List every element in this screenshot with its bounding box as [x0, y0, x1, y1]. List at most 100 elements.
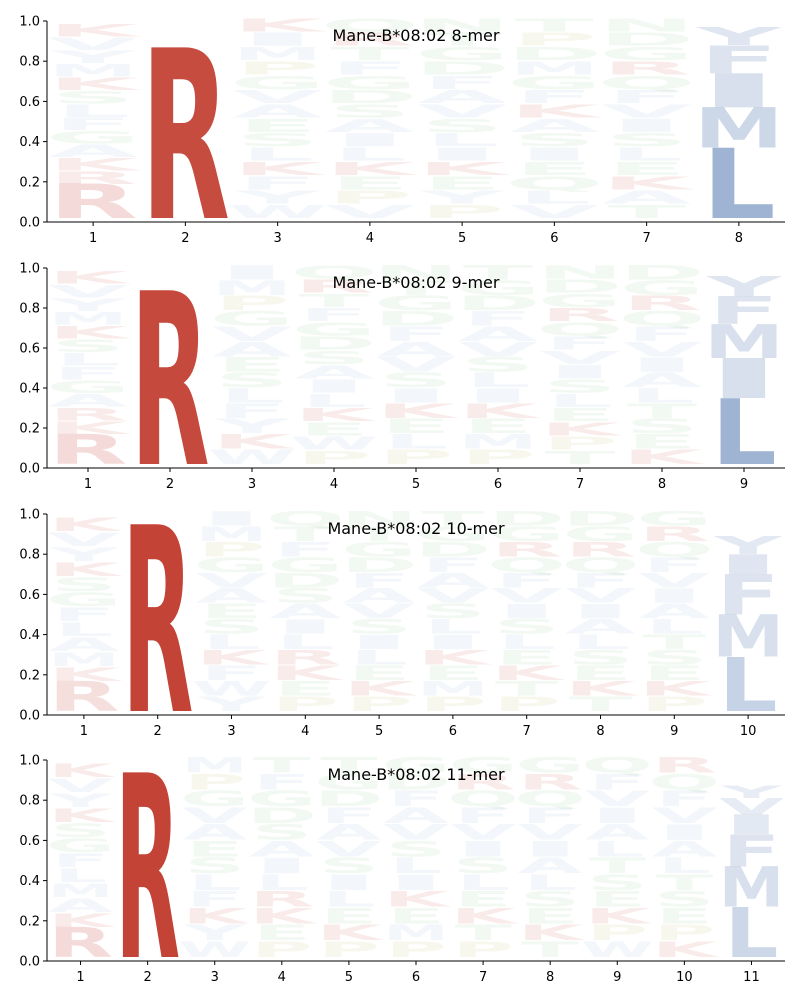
logo-letter-M: M — [712, 604, 784, 671]
logo-letter-G: G — [46, 128, 141, 148]
logo-letter-D: D — [322, 86, 418, 107]
logo-letter-P: P — [493, 693, 561, 716]
x-tick-label: 6 — [412, 970, 420, 985]
logo-letter-K: K — [48, 21, 142, 41]
logo-letter-R: R — [115, 722, 180, 1000]
logo-letter-Y: Y — [49, 543, 120, 565]
logo-letter-K: K — [249, 904, 318, 928]
logo-letter-F: F — [545, 333, 615, 354]
logo-letter-K: K — [509, 101, 603, 122]
logo-letter-E: E — [347, 662, 410, 685]
x-tick-label: 1 — [76, 970, 84, 985]
x-tick-label: 2 — [154, 724, 162, 739]
y-tick-label: 0.8 — [19, 55, 40, 70]
logo-letter-Y: Y — [50, 48, 137, 68]
logo-letter-P: P — [318, 938, 380, 962]
logo-letter-R: R — [48, 404, 127, 424]
logo-letter-W: W — [179, 938, 251, 962]
logo-letter-P: P — [452, 938, 514, 962]
y-tick-label: 1.0 — [19, 15, 40, 30]
logo-letter-D: D — [341, 554, 418, 577]
logo-letter-M: M — [233, 44, 323, 65]
logo-letter-G: G — [267, 554, 343, 577]
y-tick-label: 0.0 — [19, 462, 40, 477]
logo-letter-E: E — [454, 888, 512, 912]
logo-letter-D: D — [506, 43, 602, 64]
logo-letter-R: R — [48, 175, 137, 230]
logo-letter-S: S — [236, 129, 320, 150]
logo-letter-K: K — [622, 446, 705, 468]
logo-letter-I: I — [415, 631, 491, 654]
logo-letter-V: V — [233, 86, 323, 107]
y-tick-label: 0.6 — [19, 342, 40, 357]
logo-letter-L: L — [54, 618, 113, 640]
logo-letter-A: A — [196, 585, 268, 608]
logo-letter-E: E — [495, 647, 558, 670]
logo-letter-F: F — [381, 323, 451, 345]
logo-letter-K: K — [316, 921, 385, 945]
y-tick-label: 0.6 — [19, 95, 40, 110]
logo-letter-L: L — [389, 854, 443, 878]
logo-letter-L: L — [517, 187, 591, 208]
logo-letter-K: K — [458, 400, 541, 422]
x-tick-label: 4 — [330, 477, 338, 492]
logo-letter-E: E — [299, 419, 369, 440]
y-tick-label: 0.4 — [19, 874, 40, 889]
logo-letter-S: S — [51, 336, 125, 356]
logo-letter-G: G — [193, 554, 269, 577]
logo-letter-E: E — [423, 172, 502, 193]
logo-letter-T: T — [381, 277, 452, 299]
logo-letter-F: F — [320, 804, 378, 828]
logo-letter-E: E — [238, 115, 317, 136]
logo-letter-A: A — [458, 323, 539, 345]
logo-letter-I: I — [194, 507, 270, 530]
logo-letter-T: T — [607, 201, 687, 222]
logo-letter-L: L — [465, 369, 531, 391]
logo-letter-S: S — [520, 888, 581, 912]
chart-title: Mane-B*08:02 10-mer — [327, 519, 505, 538]
logo-letter-M: M — [458, 431, 538, 454]
logo-letter-Y: Y — [419, 187, 506, 208]
logo-letter-L: L — [645, 616, 704, 639]
logo-letter-R: R — [141, 1, 230, 273]
logo-letter-T: T — [495, 677, 559, 700]
logo-letter-R: R — [48, 168, 137, 188]
logo-letter-M: M — [383, 921, 448, 945]
y-tick-label: 1.0 — [19, 262, 40, 277]
logo-letter-K: K — [638, 677, 713, 700]
logo-letter-V: V — [343, 600, 415, 623]
logo-letter-G: G — [620, 277, 705, 299]
x-tick-label: 10 — [676, 970, 693, 985]
y-tick-label: 0.0 — [19, 955, 40, 970]
logo-letter-L: L — [590, 837, 644, 861]
x-tick-label: 6 — [494, 477, 502, 492]
logo-letter-I: I — [583, 803, 652, 828]
x-tick-label: 5 — [458, 231, 466, 246]
logo-letter-V: V — [196, 569, 268, 592]
logo-letter-I: I — [292, 376, 376, 397]
y-tick-label: 0.8 — [19, 302, 40, 317]
logo-letter-A: A — [294, 362, 374, 383]
logo-letter-A: A — [638, 600, 710, 623]
logo-letter-R: R — [451, 770, 516, 794]
logo-letter-A: A — [383, 804, 449, 828]
logo-letter-M: M — [196, 523, 268, 545]
logo-letter-L: L — [571, 631, 630, 654]
logo-letter-M: M — [417, 678, 489, 700]
logo-letter-M: M — [212, 277, 292, 300]
logo-letter-F: F — [347, 569, 410, 592]
logo-letter-D: D — [537, 276, 623, 297]
logo-letter-P: P — [460, 446, 536, 468]
logo-letter-Q: Q — [561, 554, 640, 577]
logo-letter-G: G — [636, 507, 712, 530]
logo-letter-S: S — [50, 573, 117, 595]
